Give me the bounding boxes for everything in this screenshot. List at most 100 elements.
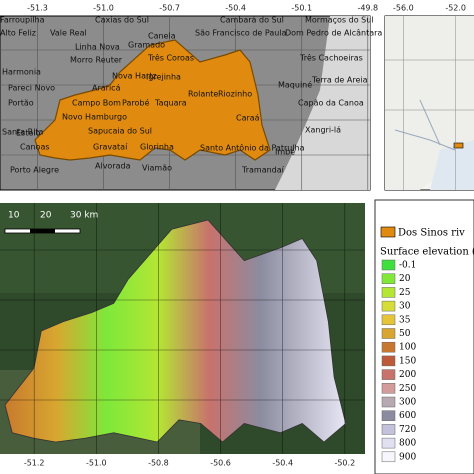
legend-value: 35 [399, 315, 411, 325]
basin-elevation [4, 219, 347, 443]
place-label: Riozinho [218, 90, 252, 99]
place-label: Campo Bom [72, 99, 121, 108]
place-label: Cambará do Sul [220, 16, 284, 25]
legend-value: 800 [399, 439, 416, 449]
legend-swatch [381, 341, 396, 353]
x-tick-label: -50.8 [148, 459, 169, 468]
legend-value: 150 [399, 356, 416, 366]
place-label: Portão [8, 99, 34, 108]
place-label: Alto Feliz [0, 29, 36, 38]
place-label: Três Coroas [147, 53, 194, 63]
legend-swatch [381, 300, 396, 312]
basin-top [34, 39, 271, 161]
place-label: Novo Hamburgo [62, 113, 127, 122]
place-label: Linha Nova [75, 43, 120, 52]
place-label: Viamão [142, 164, 172, 173]
x-tick-label: -56.0 [393, 4, 414, 13]
legend-swatch [381, 451, 396, 463]
legend-swatch [381, 410, 396, 421]
x-tick-label: -50.4 [272, 459, 293, 468]
legend-label: Dos Sinos riv [398, 228, 465, 239]
place-label: Esteio [16, 129, 41, 138]
legend-swatch [381, 287, 396, 298]
legend-value: -0.1 [399, 261, 416, 271]
place-label: Santo Antônio da Patrulha [200, 143, 305, 153]
scale-bar [30, 229, 55, 233]
legend-value: 720 [399, 425, 416, 435]
place-label: Morro Reuter [70, 56, 123, 65]
place-label: Tramandaí [241, 166, 285, 175]
legend-swatch [381, 369, 396, 380]
legend-title: Surface elevation (m [380, 247, 474, 258]
place-label: Capão da Canoa [298, 99, 364, 108]
legend-swatch [381, 396, 396, 408]
place-label: Maquiné [278, 80, 312, 90]
legend-value: 900 [399, 452, 416, 462]
place-label: Harmonia [2, 68, 41, 77]
legend-value: 20 [399, 274, 411, 284]
x-tick-label: -51.2 [24, 459, 45, 468]
legend-swatch [381, 355, 396, 367]
place-label: Igrejinha [146, 73, 181, 82]
legend-swatch [380, 226, 396, 238]
place-label: Caxias do Sul [95, 16, 149, 25]
legend-value: 300 [399, 398, 416, 408]
place-label: Xangri-lá [305, 126, 341, 135]
place-label: Pareci Novo [8, 84, 55, 93]
place-label: Canoas [20, 143, 50, 152]
place-label: Imbé [275, 147, 295, 157]
x-tick-label: -52.0 [445, 4, 466, 13]
inset-basin [453, 142, 464, 149]
place-label: Sapucaia do Sul [88, 127, 152, 136]
x-tick-label: -50.6 [210, 459, 231, 468]
place-label: Três Cachoeiras [299, 53, 363, 63]
ocean [275, 16, 370, 190]
scale-label: 30 km [70, 211, 98, 221]
place-label: Canela [148, 32, 176, 41]
legend-swatch [381, 314, 396, 326]
place-label: Caraá [236, 114, 260, 123]
x-tick-label: -50.1 [291, 4, 312, 13]
borders [394, 99, 456, 151]
legend-swatch [381, 328, 396, 339]
scale-label: 20 [40, 211, 52, 221]
x-tick-label: -51.0 [86, 459, 107, 468]
place-label: Farroupilha [0, 16, 45, 25]
legend-swatch [381, 437, 396, 449]
x-tick-label: -50.7 [159, 4, 180, 13]
place-label: Araricá [92, 84, 121, 93]
legend-value: 30 [399, 302, 411, 312]
legend-value: 600 [399, 411, 416, 421]
legend-swatch [381, 383, 396, 394]
place-label: Gravataí [93, 143, 128, 152]
legend-value: 200 [399, 370, 416, 380]
x-tick-label: -49.8 [357, 4, 378, 13]
place-label: Vale Real [50, 29, 87, 38]
legend-value: 25 [399, 288, 411, 298]
land [385, 16, 474, 190]
place-label: Santa Rita [2, 128, 44, 137]
place-label: Gramado [128, 41, 165, 50]
place-label: Nova Hartz [112, 72, 157, 81]
place-label: Glorinha [140, 143, 174, 152]
place-label: Taquara [154, 99, 187, 108]
place-label: Dom Pedro de Alcântara [285, 29, 382, 38]
scale-label: 10 [8, 211, 20, 221]
x-tick-label: -51.0 [93, 4, 114, 13]
x-tick-label: -51.3 [27, 4, 48, 13]
x-tick-label: -50.2 [334, 459, 355, 468]
place-label: Mormaços do Sul [305, 16, 374, 25]
legend-value: 250 [399, 384, 416, 394]
place-label: São Francisco de Paula [195, 29, 287, 38]
place-label: Alvorada [95, 162, 131, 171]
legend-value: 100 [399, 343, 416, 353]
legend-swatch [381, 259, 396, 271]
place-label: Rolante [188, 90, 218, 99]
legend-swatch [381, 424, 396, 435]
place-label: Terra de Areia [311, 76, 368, 85]
legend-swatch [381, 273, 396, 284]
place-label: Parobé [122, 98, 149, 108]
x-tick-label: -50.4 [225, 4, 246, 13]
place-label: Porto Alegre [10, 166, 59, 175]
